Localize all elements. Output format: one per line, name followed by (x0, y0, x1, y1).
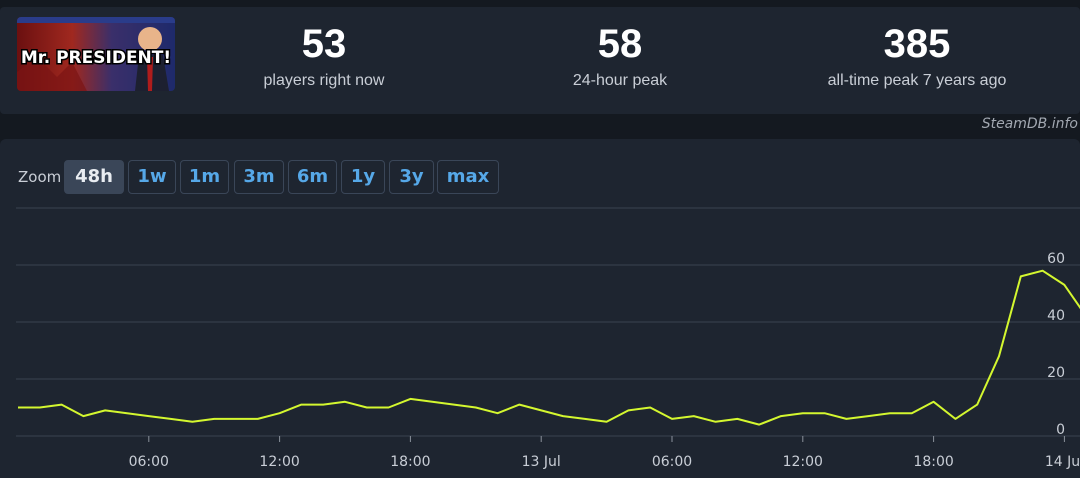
zoom-3y-button[interactable]: 3y (389, 160, 434, 194)
zoom-1w-button[interactable]: 1w (128, 160, 176, 194)
zoom-3m-button[interactable]: 3m (234, 160, 284, 194)
stat-all-time-peak: 385 all-time peak 7 years ago (797, 22, 1037, 92)
zoom-1y-button[interactable]: 1y (341, 160, 385, 194)
peak-24h-value: 58 (597, 22, 643, 66)
game-logo-image: Mr. PRESIDENT! (17, 17, 175, 91)
all-time-peak-value: 385 (883, 22, 951, 66)
steamdb-credit[interactable]: SteamDB.info (981, 116, 1078, 132)
zoom-1m-button[interactable]: 1m (180, 160, 229, 194)
stat-current-players: 53 players right now (204, 22, 444, 92)
game-logo[interactable]: Mr. PRESIDENT! (17, 17, 175, 91)
zoom-6m-button[interactable]: 6m (288, 160, 337, 194)
current-players-label: players right now (263, 72, 385, 89)
zoom-48h-button[interactable]: 48h (64, 160, 124, 194)
stat-24h-peak: 58 24-hour peak (500, 22, 740, 92)
zoom-label: Zoom (18, 168, 62, 186)
all-time-peak-label: all-time peak 7 years ago (827, 72, 1007, 89)
current-players-value: 53 (301, 22, 347, 66)
peak-24h-label: 24-hour peak (572, 72, 668, 89)
logo-text: Mr. PRESIDENT! (21, 48, 171, 68)
zoom-max-button[interactable]: max (437, 160, 499, 194)
stats-bar (0, 7, 1080, 114)
